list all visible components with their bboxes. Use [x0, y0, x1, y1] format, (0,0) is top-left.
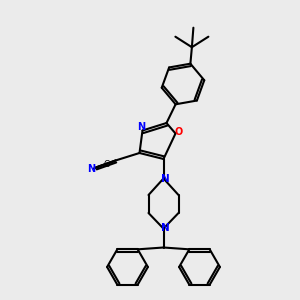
Text: N: N [160, 174, 169, 184]
Text: N: N [87, 164, 96, 175]
Text: C: C [103, 160, 109, 169]
Text: N: N [160, 223, 169, 233]
Text: O: O [175, 127, 183, 137]
Text: N: N [137, 122, 145, 132]
